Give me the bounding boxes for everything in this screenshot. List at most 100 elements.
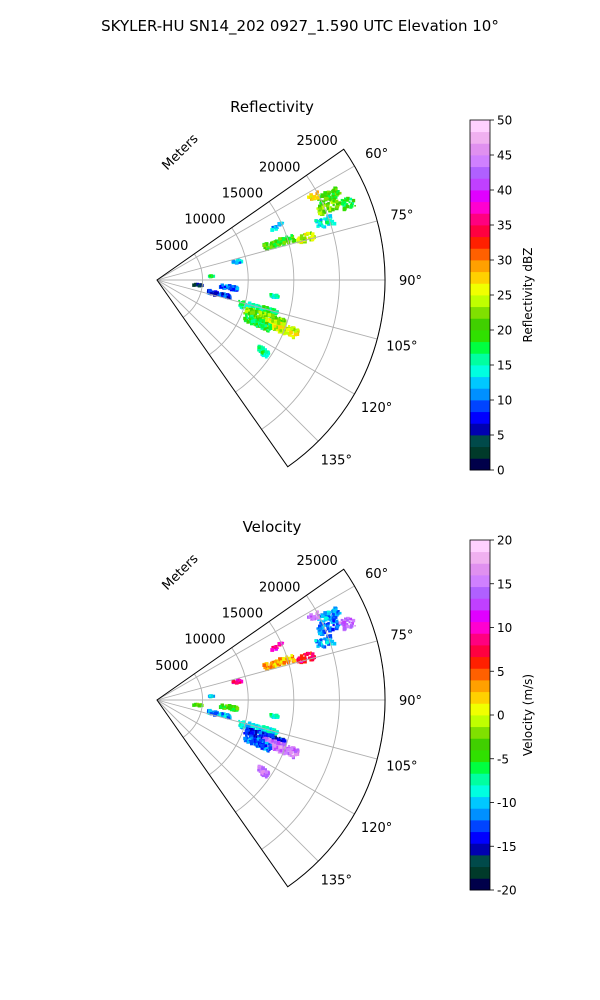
echo-cell [265, 667, 269, 671]
echo-cell [208, 274, 211, 278]
reflectivity-title: Reflectivity [230, 98, 314, 116]
colorbar-segment [470, 773, 490, 786]
colorbar-segment [470, 365, 490, 378]
echo-cell [315, 192, 319, 196]
echo-cell [273, 244, 277, 248]
echo-cell [293, 749, 298, 754]
echo-cell [243, 312, 246, 315]
echo-cell [239, 259, 244, 264]
echo-cell [331, 613, 336, 617]
echo-cell [269, 744, 272, 747]
echo-cluster [192, 282, 204, 288]
echo-cell [281, 643, 284, 645]
echo-cell [331, 639, 335, 643]
echo-cell [326, 197, 329, 200]
azimuth-gridline [156, 640, 378, 701]
echo-cell [277, 642, 282, 646]
colorbar-tick-label: 15 [497, 577, 512, 591]
echo-cell [340, 618, 343, 622]
azimuth-tick-label: 75° [390, 208, 413, 223]
echo-cell [194, 282, 198, 286]
echo-cell [245, 739, 247, 742]
colorbar-segment [470, 750, 490, 763]
echo-cell [323, 191, 327, 195]
echo-cell [293, 329, 298, 334]
echo-cell [286, 661, 290, 665]
echo-cell [260, 729, 264, 733]
echo-cell [226, 716, 231, 720]
colorbar-segment [470, 598, 490, 611]
echo-cell [309, 193, 313, 197]
echo-cell [321, 625, 325, 629]
echo-cell [336, 612, 340, 616]
echo-cell [319, 616, 322, 619]
echo-cell [354, 625, 356, 627]
azimuth-gridline [156, 279, 378, 340]
echo-cell [228, 287, 232, 290]
echo-cell [269, 664, 272, 667]
echo-cell [351, 201, 354, 205]
echo-cell [329, 219, 332, 223]
echo-cell [306, 653, 309, 656]
echo-cell [318, 221, 321, 225]
echo-cell [253, 323, 256, 326]
echo-cell [231, 285, 235, 289]
echo-cell [331, 614, 334, 617]
echo-cell [263, 740, 267, 743]
echo-cell [336, 191, 339, 194]
echo-cell [322, 209, 326, 213]
echo-cell [271, 662, 275, 665]
echo-cell [278, 663, 282, 667]
echo-cell [271, 740, 274, 742]
echo-cluster [314, 634, 337, 649]
echo-cell [349, 624, 354, 628]
echo-cell [238, 679, 241, 681]
echo-cell [331, 189, 335, 194]
echo-cell [247, 317, 250, 320]
echo-cluster [317, 606, 342, 626]
echo-cell [212, 694, 216, 698]
echo-cell [282, 641, 285, 644]
echo-cell [267, 330, 270, 333]
echo-cell [329, 641, 332, 644]
echo-cell [323, 622, 326, 625]
echo-cell [330, 636, 333, 639]
colorbar-segment [470, 295, 490, 308]
echo-cell [260, 307, 264, 311]
echo-cell [293, 332, 297, 337]
echo-cell [322, 218, 324, 221]
echo-cell [327, 192, 331, 196]
echo-cell [342, 626, 347, 631]
echo-cell [235, 258, 240, 263]
echo-cell [192, 283, 196, 287]
echo-cell [229, 708, 234, 712]
echo-cell [281, 751, 284, 754]
echo-cell [284, 328, 288, 332]
echo-cell [288, 236, 292, 241]
echo-cell [221, 284, 225, 287]
echo-cell [265, 316, 267, 319]
echo-cell [327, 616, 331, 620]
echo-cell [265, 318, 268, 321]
echo-cell [254, 310, 258, 313]
echo-cell [258, 738, 263, 743]
echo-cell [231, 679, 236, 684]
range-tick-label: 25000 [296, 134, 337, 149]
echo-cell [213, 293, 217, 297]
colorbar-segment [470, 283, 490, 296]
echo-cell [260, 771, 264, 774]
echo-cell [327, 627, 331, 631]
echo-cell [323, 196, 328, 201]
colorbar-segment [470, 248, 490, 261]
echo-cell [253, 743, 256, 746]
velocity-axis-labels: 60° 75° 90° 105° 120° 135° 5000 10000 15000 20000… [155, 554, 422, 888]
echo-cell [302, 658, 305, 661]
colorbar-segment [470, 855, 490, 868]
echo-cell [261, 773, 266, 778]
echo-cell [257, 315, 260, 318]
echo-cell [247, 727, 250, 730]
echo-cell [223, 285, 227, 289]
echo-cell [255, 322, 258, 326]
echo-cell [331, 194, 334, 197]
echo-cell [263, 666, 266, 670]
